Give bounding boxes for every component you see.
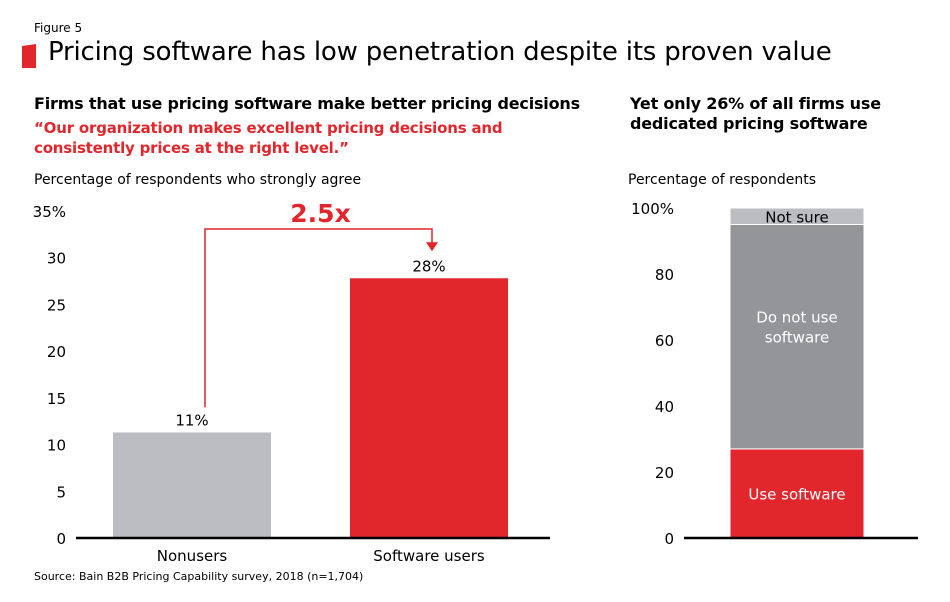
left-bar-value-label: 11% [175,411,208,429]
stacked-segment-label: software [765,329,829,347]
stacked-segment-use-software [729,448,865,539]
left-y-tick-label: 35% [33,203,66,221]
left-y-tick-label: 5 [56,483,66,501]
left-bar-software-users [350,278,508,538]
right-y-axis-title: Percentage of respondents [628,172,816,188]
left-y-tick-label: 10 [47,437,66,455]
stacked-segment-label: Use software [748,485,845,503]
right-y-tick-label: 100% [631,200,674,218]
left-x-tick-label: Nonusers [157,547,228,565]
growth-annotation: 2.5x [290,199,350,228]
left-y-tick-label: 15 [47,390,66,408]
page-title: Pricing software has low penetration des… [48,37,832,67]
left-y-tick-label: 30 [47,250,66,268]
left-bar-nonusers [113,432,271,538]
right-y-tick-label: 60 [655,332,674,350]
stacked-segment-label: Not sure [765,208,828,226]
left-y-tick-label: 20 [47,343,66,361]
stacked-segment-do-not-use-software [729,224,865,450]
right-y-tick-label: 20 [655,464,674,482]
right-y-tick-label: 40 [655,398,674,416]
left-bar-value-label: 28% [412,257,445,275]
left-x-tick-label: Software users [373,547,485,565]
source-note: Source: Bain B2B Pricing Capability surv… [34,570,364,583]
left-y-axis-title: Percentage of respondents who strongly a… [34,172,362,188]
figure-label: Figure 5 [34,21,83,35]
right-y-tick-label: 0 [664,530,674,548]
left-chart-quote: “Our organization makes excellent pricin… [34,119,503,157]
stacked-segment-label: Do not use [756,309,837,327]
stacked-segment-not-sure [729,207,865,225]
left-chart-subtitle: Firms that use pricing software make bet… [34,94,580,113]
right-chart-subtitle: Yet only 26% of all firms use dedicated … [630,94,881,133]
left-y-tick-label: 0 [56,530,66,548]
right-y-tick-label: 80 [655,266,674,284]
title-accent-mark [22,44,36,68]
growth-connector-line [204,228,433,408]
left-y-tick-label: 25 [47,296,66,314]
growth-arrowhead [426,242,438,252]
